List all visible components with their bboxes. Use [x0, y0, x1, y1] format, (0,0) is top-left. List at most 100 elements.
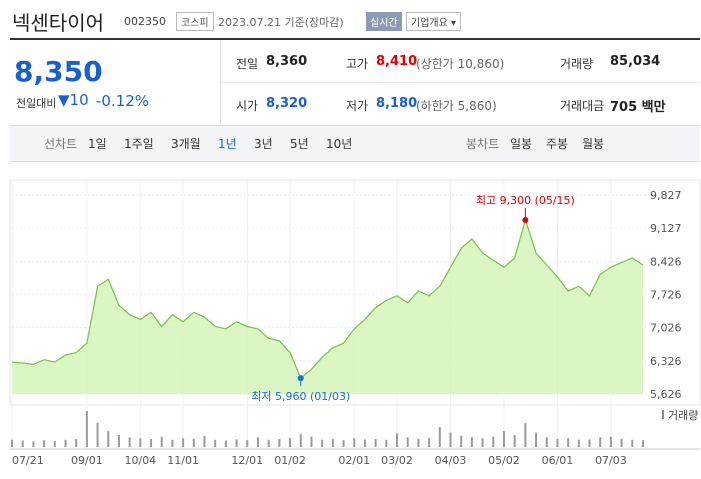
- volume-bar: [128, 437, 131, 447]
- x-tick-label: 03/02: [381, 454, 413, 467]
- summary-label: 전일: [236, 57, 259, 71]
- volume-bar: [182, 438, 185, 447]
- overview-button[interactable]: 기업개요 ▾: [406, 12, 462, 31]
- overview-text: 기업개요: [411, 18, 448, 29]
- volume-bar: [278, 439, 281, 447]
- volume-bar: [342, 440, 345, 447]
- volume-bar: [139, 438, 142, 447]
- change-value: 10: [69, 91, 89, 109]
- summary-value: 705 백만: [610, 100, 666, 115]
- annotation: 최고 9,300 (05/15): [476, 194, 575, 207]
- volume-bar: [32, 441, 35, 447]
- x-tick-label: 11/01: [167, 454, 199, 467]
- line: [11, 217, 644, 380]
- volume-bar: [567, 438, 570, 447]
- plot-frame: [9, 179, 701, 406]
- x-tick-label: 02/01: [338, 454, 370, 467]
- tab-bar: [10, 125, 700, 162]
- stock-code: 002350: [124, 15, 166, 28]
- volume-bar: [545, 437, 548, 447]
- volume-bar: [374, 439, 377, 447]
- period-tab[interactable]: 5년: [290, 137, 309, 151]
- date: 2023.07.21 기준(장마감): [218, 16, 344, 29]
- volume-bar: [556, 439, 559, 447]
- summary-label: 시가: [236, 99, 259, 113]
- volume-bar: [599, 437, 602, 447]
- x-tick-label: 07/03: [595, 454, 627, 467]
- candle-tab[interactable]: 일봉: [510, 137, 533, 151]
- volume-bar: [85, 411, 88, 447]
- y-tick-label: 9,127: [650, 222, 682, 235]
- candle-tab[interactable]: 주봉: [546, 137, 569, 151]
- volume-bar: [449, 432, 452, 447]
- divider: [220, 40, 221, 123]
- chart: 5,626 6,326 7,026 7,726 8,426 9,127 9,827 07/21…: [9, 179, 701, 467]
- volume-bar: [203, 435, 206, 447]
- x-tick-label: 01/02: [274, 454, 306, 467]
- y-tick-label: 7,726: [650, 289, 682, 302]
- volume-bar: [117, 435, 120, 447]
- change-label: 전일대비: [16, 97, 57, 110]
- volume-bar: [460, 435, 463, 447]
- volume-bar: [75, 439, 78, 447]
- summary-value: 8,410: [376, 54, 418, 69]
- x-tick-label: 06/01: [542, 454, 574, 467]
- volume-bar: [588, 439, 591, 447]
- summary-label: 고가: [346, 57, 369, 71]
- summary-note: (하한가 5,860): [416, 99, 497, 113]
- x-tick-label: 09/01: [71, 454, 103, 467]
- volume-bar: [299, 434, 302, 447]
- volume-legend: 거래량: [668, 409, 698, 422]
- volume-bar: [160, 436, 163, 447]
- period-tab[interactable]: 10년: [326, 137, 353, 151]
- volume-bar: [21, 440, 24, 447]
- volume-bar: [428, 438, 431, 447]
- volume-bar: [107, 431, 110, 447]
- area: [12, 220, 643, 394]
- volume-bar: [438, 427, 441, 447]
- summary-note: (상한가 10,860): [416, 57, 505, 71]
- x-tick-label: 12/01: [231, 454, 263, 467]
- change-pct: -0.12%: [96, 92, 150, 110]
- volume-bar: [192, 439, 195, 447]
- volume-bar: [642, 440, 644, 447]
- volume-bar: [150, 439, 153, 447]
- annotation: 최저 5,960 (01/03): [251, 390, 350, 403]
- volume-bar: [53, 441, 56, 447]
- period-tab[interactable]: 1주일: [124, 137, 154, 151]
- realtime-badge[interactable]: 실시간: [366, 12, 402, 31]
- y-tick-label: 5,626: [650, 388, 682, 401]
- period-tab[interactable]: 1일: [88, 137, 107, 151]
- volume-bar: [256, 437, 259, 447]
- x-tick-label: 07/21: [12, 454, 44, 467]
- volume-bar: [235, 439, 238, 447]
- change: ▼10: [58, 91, 89, 109]
- tab-label: 선차트: [44, 137, 78, 151]
- volume-bar: [64, 439, 67, 447]
- x-tick-label: 10/04: [124, 454, 156, 467]
- volume-bar: [11, 439, 13, 447]
- y-tick-label: 9,827: [650, 189, 682, 202]
- divider: [10, 38, 700, 40]
- volume-bar: [385, 439, 388, 447]
- volume-bar: [310, 436, 313, 447]
- volume-bar: [577, 439, 580, 447]
- period-tab[interactable]: 1년: [218, 137, 237, 151]
- period-tab[interactable]: 3개월: [171, 137, 201, 151]
- summary-label: 거래량: [560, 57, 594, 71]
- period-tab[interactable]: 3년: [254, 137, 273, 151]
- candle-tab[interactable]: 월봉: [582, 137, 605, 151]
- volume-bar: [492, 436, 495, 447]
- volume-bar: [321, 439, 324, 447]
- volume-bar: [43, 440, 46, 447]
- volume-bar: [171, 439, 174, 447]
- volume-bar: [470, 437, 473, 447]
- volume-bar: [331, 439, 334, 447]
- summary-label: 거래대금: [560, 99, 605, 113]
- volume-bar: [631, 439, 634, 447]
- summary-value: 8,320: [266, 96, 308, 111]
- summary-value: 8,360: [266, 54, 308, 69]
- y-tick-label: 8,426: [650, 255, 682, 268]
- x-tick-label: 05/02: [488, 454, 520, 467]
